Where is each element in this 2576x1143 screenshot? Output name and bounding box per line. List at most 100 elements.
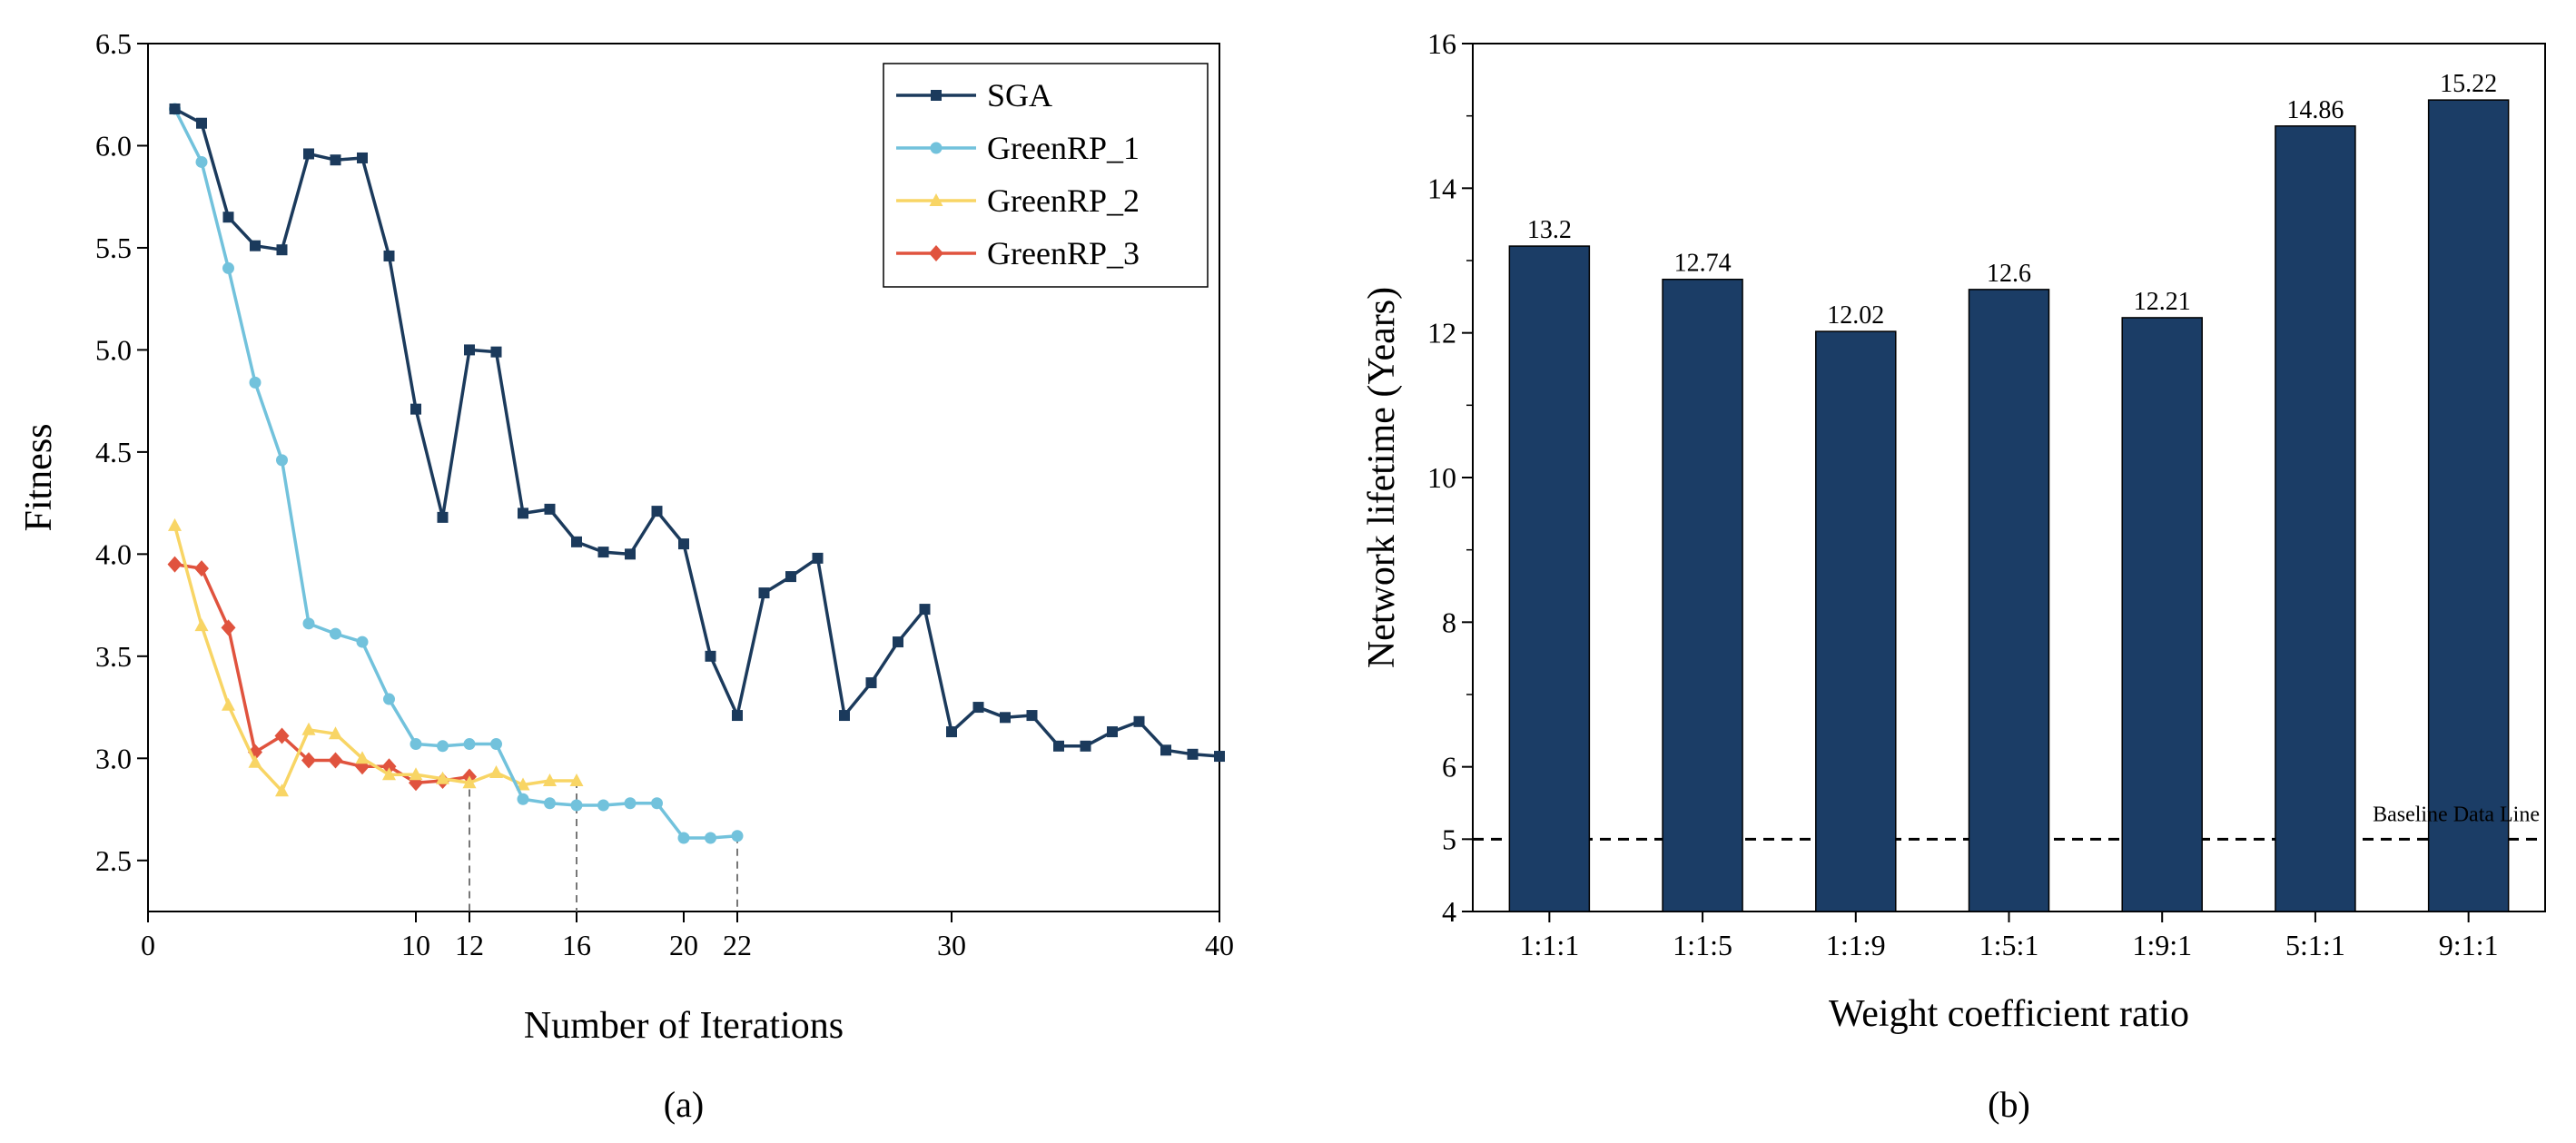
panel-label-b: (b) <box>1988 1084 2030 1125</box>
data-point-sga <box>625 548 636 560</box>
chart-a-fitness-line-chart: 2.5 3.0 3.5 4.0 4.5 5.0 5.5 6.0 6.5 0 10 12 16 20 22 30… <box>18 27 1234 1125</box>
data-point-greenrp-1 <box>570 799 583 812</box>
y-tick-label: 4.0 <box>95 537 132 570</box>
data-point-greenrp-2 <box>409 767 423 781</box>
y-tick-label: 5.5 <box>95 232 132 264</box>
bar-1-5-1 <box>1968 289 2050 912</box>
data-point-greenrp-3 <box>328 752 343 769</box>
data-point-sga <box>812 552 824 564</box>
data-point-sga <box>196 117 207 129</box>
y-tick-label: 12 <box>1427 317 1456 350</box>
x-tick-label: 40 <box>1205 929 1234 961</box>
data-point-sga <box>250 240 261 251</box>
data-point-greenrp-1 <box>356 636 369 648</box>
data-point-sga <box>597 547 609 558</box>
data-point-greenrp-2 <box>355 751 370 764</box>
data-point-greenrp-1 <box>410 738 422 751</box>
chart-b-network-lifetime-bar-chart: 4 5 6 8 10 12 14 16 13.2 1:1:1 12.74 1:1:5 12.02 1:1:… <box>1361 27 2546 1125</box>
data-point-sga <box>1160 744 1171 756</box>
series-greenrp-1 <box>169 103 744 844</box>
bar-value-label: 12.02 <box>1827 301 1884 330</box>
y-tick-label: 3.0 <box>95 742 132 774</box>
data-point-greenrp-2 <box>462 775 477 789</box>
x-tick-label: 30 <box>937 929 966 961</box>
bar-value-label: 12.21 <box>2134 288 2191 316</box>
x-tick-label: 9:1:1 <box>2439 929 2499 961</box>
data-point-greenrp-2 <box>569 773 584 787</box>
x-tick-label: 10 <box>401 929 430 961</box>
y-tick-label: 4 <box>1442 895 1456 928</box>
data-point-greenrp-3 <box>221 619 236 636</box>
y-tick-label: 16 <box>1427 27 1456 60</box>
data-point-sga <box>410 403 421 415</box>
data-point-greenrp-3 <box>274 727 290 744</box>
y-tick-label: 8 <box>1442 606 1456 638</box>
data-point-sga <box>1187 748 1199 760</box>
x-tick-label: 16 <box>562 929 591 961</box>
data-point-greenrp-1 <box>276 454 288 467</box>
data-point-sga <box>839 710 850 722</box>
data-point-sga <box>330 154 341 166</box>
data-point-sga <box>1214 751 1225 763</box>
panel-label-a: (a) <box>664 1084 704 1125</box>
x-tick-label: 22 <box>723 929 752 961</box>
data-point-greenrp-1 <box>330 627 341 640</box>
data-point-greenrp-3 <box>167 556 183 573</box>
data-point-greenrp-2 <box>436 771 449 784</box>
bar-value-label: 14.86 <box>2286 96 2344 124</box>
data-point-sga <box>1133 715 1145 727</box>
data-point-greenrp-3 <box>194 560 209 577</box>
x-tick-label: 12 <box>455 929 484 961</box>
data-point-sga <box>651 506 663 517</box>
data-point-greenrp-3 <box>381 758 397 775</box>
y-tick-label: 10 <box>1427 461 1456 494</box>
data-point-sga <box>946 726 957 738</box>
data-point-sga <box>972 702 984 714</box>
data-point-sga <box>678 538 689 550</box>
bar-value-label: 12.74 <box>1674 250 1732 278</box>
data-point-sga <box>490 346 502 358</box>
x-tick-label: 0 <box>141 929 155 961</box>
data-point-greenrp-1 <box>517 793 529 805</box>
series-line-greenrp-2 <box>173 525 577 793</box>
data-point-greenrp-1 <box>195 155 208 168</box>
data-point-greenrp-1 <box>731 830 744 842</box>
data-point-sga <box>705 650 716 662</box>
data-point-greenrp-1 <box>624 797 637 810</box>
bar-1-1-1 <box>1508 245 1591 912</box>
data-point-greenrp-2 <box>194 618 209 632</box>
data-point-greenrp-2 <box>301 722 316 735</box>
y-tick-label: 6.5 <box>95 27 132 60</box>
x-tick-label: 1:1:1 <box>1519 929 1579 961</box>
data-point-sga <box>276 244 288 256</box>
data-point-greenrp-1 <box>249 376 262 389</box>
data-point-sga <box>222 212 234 223</box>
x-axis-title: Number of Iterations <box>524 1005 844 1047</box>
data-point-sga <box>464 344 475 356</box>
legend-marker-sga <box>931 90 942 101</box>
x-tick-label: 1:9:1 <box>2132 929 2192 961</box>
series-sga <box>169 103 1225 763</box>
data-point-greenrp-1 <box>677 832 690 844</box>
y-tick-label: 5 <box>1442 823 1456 855</box>
series-greenrp-2 <box>168 517 584 797</box>
data-point-sga <box>357 152 368 163</box>
legend-marker-greenrp-2 <box>929 193 943 206</box>
y-tick-label: 4.5 <box>95 436 132 468</box>
data-point-sga <box>919 604 931 616</box>
bar-value-label: 15.22 <box>2440 70 2497 98</box>
data-point-greenrp-1 <box>302 617 315 630</box>
data-point-sga <box>893 636 903 648</box>
legend-label-greenrp-3: GreenRP_3 <box>987 235 1140 271</box>
data-point-greenrp-2 <box>489 765 503 779</box>
data-point-sga <box>758 587 770 599</box>
data-point-sga <box>437 511 449 523</box>
data-point-greenrp-1 <box>383 693 395 705</box>
y-tick-label: 6 <box>1442 751 1456 783</box>
y-axis-title: Network lifetime (Years) <box>1361 287 1403 668</box>
data-point-sga <box>1053 740 1064 752</box>
data-point-greenrp-2 <box>329 726 342 740</box>
data-point-sga <box>544 503 556 515</box>
data-point-greenrp-2 <box>248 754 262 768</box>
data-point-sga <box>732 710 743 722</box>
